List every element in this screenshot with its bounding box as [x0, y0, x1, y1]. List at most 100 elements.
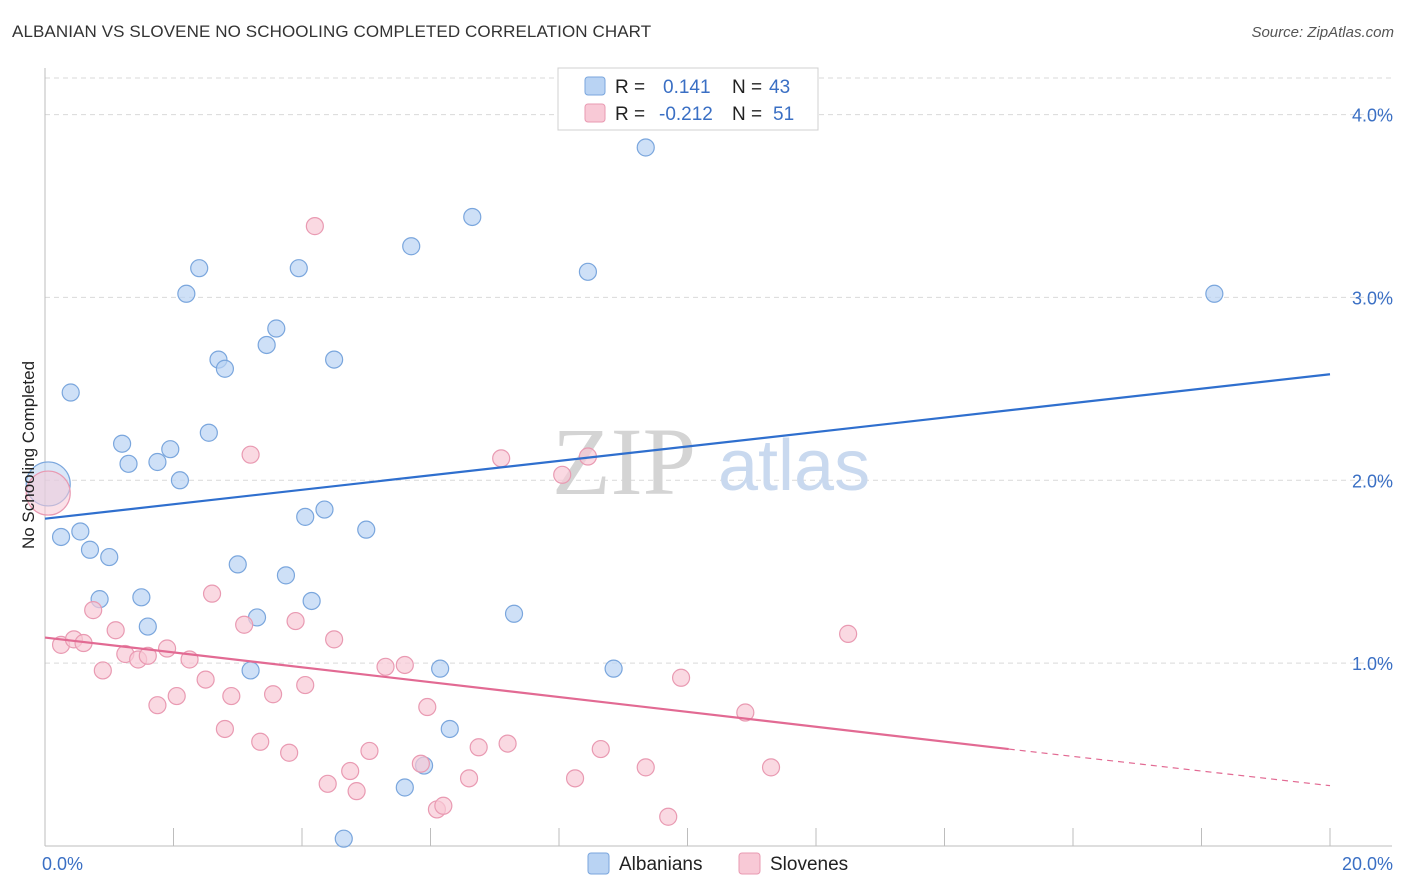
axes: [44, 68, 1392, 847]
slovenes-point-14: [196, 670, 215, 689]
series-legend-label-albanians: Albanians: [619, 854, 702, 875]
albanians-point-5: [100, 547, 119, 567]
albanians-point-28: [315, 500, 334, 519]
albanians-point-41: [636, 138, 655, 157]
source-credit: Source: ZipAtlas.com: [1251, 24, 1394, 41]
slovenes-point-19: [241, 445, 260, 464]
series-legend-swatch-albanians: [587, 852, 610, 875]
slovenes-point-22: [280, 743, 299, 762]
slovenes-point-18: [235, 615, 254, 634]
slovenes-point-4: [84, 601, 103, 620]
albanians-point-20: [241, 661, 260, 680]
albanians-point-16: [199, 423, 218, 442]
slovenes-point-20: [251, 732, 270, 751]
albanians-point-26: [296, 507, 315, 526]
slovenes-point-30: [360, 741, 379, 761]
albanians-point-38: [504, 604, 524, 623]
slovenes-point-29: [347, 782, 366, 801]
slovenes-point-36: [434, 796, 453, 815]
albanians-point-31: [357, 520, 376, 539]
trend-lines: [44, 373, 1331, 787]
slovenes-point-33: [411, 754, 430, 773]
x-tick-labels: 0.0% 20.0%: [42, 854, 1393, 874]
slovenes-point-27: [325, 630, 344, 649]
slovenes-point-45: [636, 758, 655, 777]
slovenes-point-15: [202, 584, 222, 603]
slovenes-point-48: [736, 703, 755, 722]
legend-n-value-albanians: 43: [769, 77, 790, 98]
legend-n-label-slovenes: N =: [732, 104, 762, 125]
albanians-point-4: [80, 540, 100, 559]
slovenes-trend-line: [44, 636, 1009, 751]
slovenes-point-50: [839, 624, 858, 643]
y-axis-label: No Schooling Completed: [19, 361, 38, 549]
slovenes-point-47: [671, 668, 691, 687]
slovenes-point-26: [318, 774, 337, 793]
y-tick-label-2: 3.0%: [1352, 288, 1393, 308]
albanians-point-9: [132, 588, 151, 607]
slovenes-point-0: [25, 470, 71, 516]
slovenes-point-25: [305, 217, 324, 236]
albanians-point-13: [170, 471, 190, 490]
albanians-point-27: [302, 591, 321, 611]
albanians-point-14: [177, 284, 196, 303]
slovenes-point-11: [157, 639, 177, 658]
watermark-atlas: atlas: [718, 426, 870, 506]
albanians-point-40: [604, 659, 623, 678]
legend-r-value-albanians: 0.141: [663, 77, 711, 98]
watermark-zip: ZIP: [552, 408, 696, 515]
slovenes-point-40: [498, 734, 517, 753]
slovenes-point-38: [469, 738, 488, 757]
series-legend-label-slovenes: Slovenes: [770, 854, 848, 875]
albanians-point-32: [395, 778, 414, 797]
watermark: ZIP atlas: [552, 408, 870, 515]
albanians-point-36: [440, 719, 459, 739]
slovenes-point-5: [93, 661, 112, 680]
legend-swatch-albanians: [584, 76, 606, 96]
slovenes-point-34: [418, 697, 437, 717]
slovenes-point-31: [376, 657, 395, 676]
albanians-point-35: [431, 659, 450, 678]
albanians-point-29: [325, 350, 344, 369]
albanians-point-18: [215, 359, 234, 378]
albanians-point-10: [138, 617, 157, 636]
legend-r-label-albanians: R =: [615, 77, 645, 98]
y-tick-label-0: 1.0%: [1352, 654, 1393, 674]
slovenes-point-37: [459, 769, 479, 788]
albanians-point-37: [463, 207, 482, 227]
albanians-point-15: [190, 259, 209, 278]
albanians-point-12: [161, 440, 180, 459]
slovenes-point-10: [148, 696, 167, 715]
albanians-trend-line: [44, 373, 1331, 520]
slovenes-point-46: [659, 807, 678, 826]
albanians-point-30: [334, 829, 353, 848]
slovenes-point-23: [286, 611, 305, 631]
correlation-legend: R = 0.141 N = 43 R = -0.212 N = 51: [557, 67, 819, 131]
albanians-point-39: [578, 262, 598, 281]
slovenes-point-9: [138, 646, 157, 665]
albanians-point-33: [402, 237, 421, 256]
slovenes-point-44: [591, 739, 610, 759]
legend-r-label-slovenes: R =: [615, 104, 645, 125]
chart-title: ALBANIAN VS SLOVENE NO SCHOOLING COMPLET…: [12, 22, 652, 41]
albanians-point-3: [71, 522, 90, 541]
y-tick-label-1: 2.0%: [1352, 471, 1393, 491]
legend-n-value-slovenes: 51: [773, 104, 794, 125]
x-tick-label-1: 20.0%: [1342, 854, 1393, 874]
slovenes-point-12: [167, 686, 186, 706]
slovenes-point-28: [341, 761, 360, 781]
albanians-point-23: [267, 319, 286, 338]
slovenes-point-17: [222, 686, 241, 706]
albanians-point-42: [1205, 284, 1224, 303]
slovenes-point-16: [215, 719, 234, 739]
y-tick-labels: 1.0% 2.0% 3.0% 4.0%: [1352, 106, 1393, 675]
legend-r-value-slovenes: -0.212: [659, 104, 713, 125]
y-tick-label-3: 4.0%: [1352, 106, 1393, 126]
legend-n-label-albanians: N =: [732, 77, 762, 98]
albanians-point-22: [257, 335, 276, 355]
albanians-point-19: [228, 555, 247, 574]
legend-swatch-slovenes: [584, 103, 606, 123]
slovenes-point-42: [565, 769, 585, 788]
grid-lines: [45, 77, 1392, 664]
